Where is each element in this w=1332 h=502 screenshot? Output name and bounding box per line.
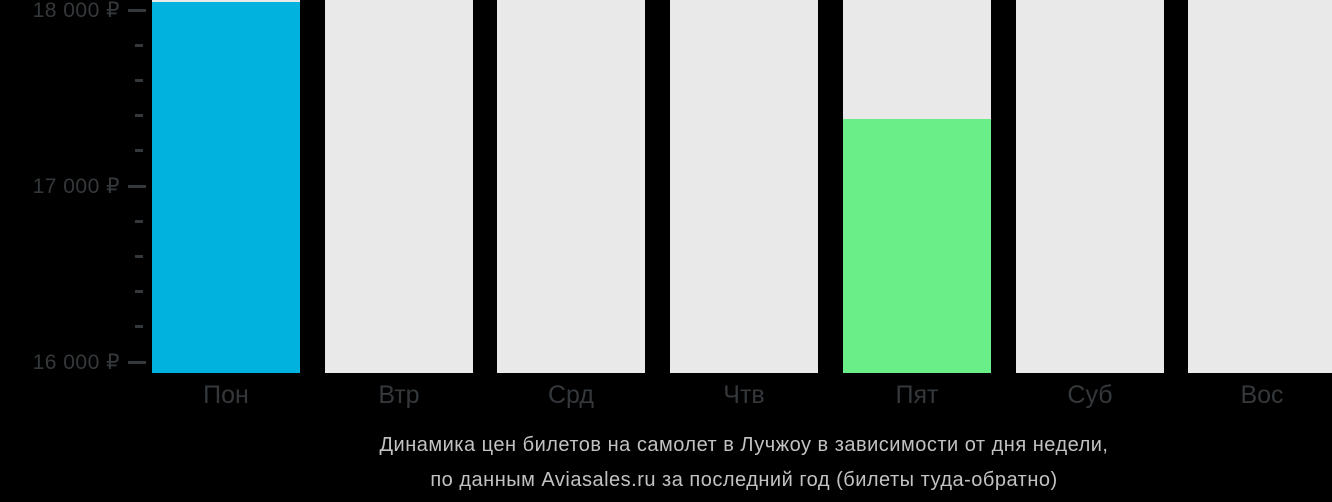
y-axis-label-18000: 18 000 ₽ — [32, 0, 120, 22]
y-axis-minor-tick — [135, 43, 143, 47]
y-axis-minor-tick — [135, 114, 143, 118]
bar-sunday[interactable] — [1188, 0, 1332, 373]
day-label-monday: Пон — [203, 381, 249, 409]
day-label-sunday: Вос — [1240, 381, 1284, 409]
bar-saturday[interactable] — [1016, 0, 1164, 373]
bar-monday[interactable] — [152, 0, 300, 373]
day-label-saturday: Суб — [1067, 381, 1113, 409]
day-label-thursday: Чтв — [723, 381, 765, 409]
bar-tuesday[interactable] — [325, 0, 473, 373]
y-axis-label-17000: 17 000 ₽ — [32, 174, 120, 198]
day-label-wednesday: Срд — [548, 381, 594, 409]
y-axis-major-tick — [128, 360, 146, 364]
day-label-tuesday: Втр — [378, 381, 420, 409]
bar-thursday[interactable] — [670, 0, 818, 373]
bar-friday[interactable] — [843, 0, 991, 373]
bar-fill-friday — [843, 119, 991, 373]
bar-wednesday[interactable] — [497, 0, 645, 373]
y-axis-minor-tick — [135, 325, 143, 329]
y-axis-minor-tick — [135, 78, 143, 82]
chart-caption-line1: Динамика цен билетов на самолет в Лучжоу… — [379, 434, 1109, 456]
y-axis-minor-tick — [135, 149, 143, 153]
chart-caption: Динамика цен билетов на самолет в Лучжоу… — [156, 428, 1332, 498]
y-axis-major-tick — [128, 184, 146, 188]
y-axis-major-tick — [128, 8, 146, 12]
bar-fill-monday — [152, 2, 300, 373]
y-axis-minor-tick — [135, 219, 143, 223]
y-axis-label-16000: 16 000 ₽ — [32, 350, 120, 374]
day-label-friday: Пят — [895, 381, 939, 409]
y-axis-minor-tick — [135, 254, 143, 258]
chart-caption-line2: по данным Aviasales.ru за последний год … — [430, 469, 1058, 491]
y-axis-minor-tick — [135, 290, 143, 294]
